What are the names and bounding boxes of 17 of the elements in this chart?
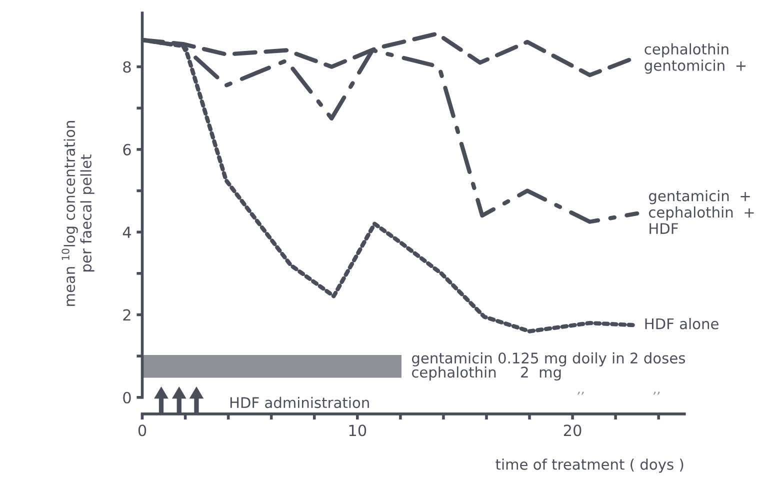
annotation: ,,: [577, 392, 584, 395]
y-tick-label: 2: [123, 309, 130, 321]
x-tick-label: 10: [349, 424, 366, 436]
y-tick-label: 6: [123, 144, 131, 156]
x-tick-label: 0: [138, 424, 146, 436]
x-axis-title: time of treatment ( doys ): [496, 458, 684, 473]
annotation: ,,: [653, 392, 660, 395]
x-tick-label: 20: [564, 424, 582, 436]
y-tick-label: 0: [123, 392, 131, 404]
y-tick-label: 8: [123, 61, 131, 73]
band-label: gentamicin 0.125 mg doily in 2 doses cephalothin 2 mg: [412, 352, 686, 381]
series-label: HDF alone: [645, 318, 718, 330]
series-label: cephalothin gentomicin +: [644, 43, 746, 74]
annotation: HDF administration: [230, 396, 369, 408]
y-tick-label: 4: [122, 226, 131, 238]
y-axis-title: mean $^{10}$log concentration per faecal pellet: [62, 121, 94, 306]
series-label: gentamicin + cephalothin + HDF: [648, 190, 754, 234]
